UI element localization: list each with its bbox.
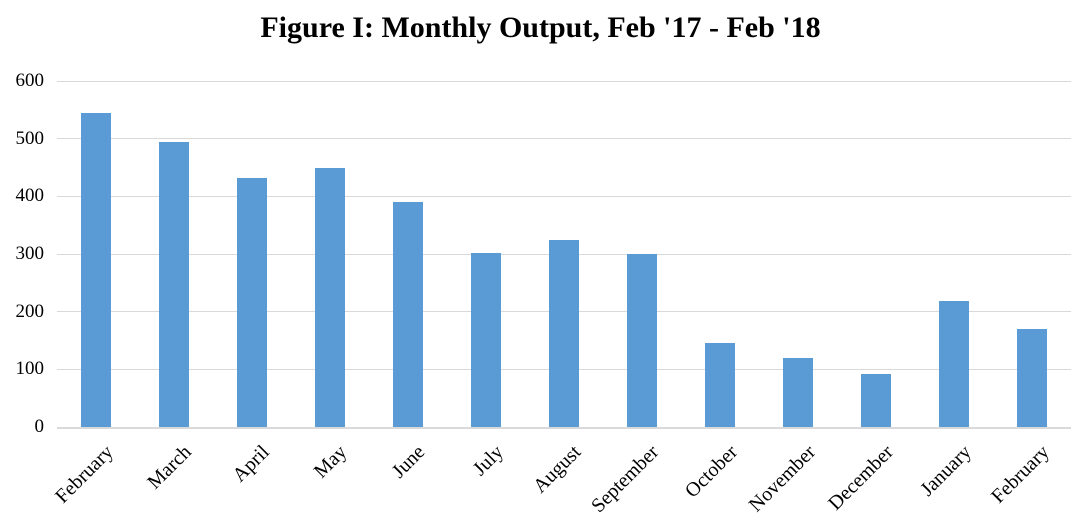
y-tick-label-200: 200 — [15, 300, 45, 322]
y-tick-label-0: 0 — [34, 416, 45, 437]
bar-november-9 — [783, 357, 813, 427]
y-tick-label-100: 100 — [15, 358, 45, 380]
x-tick-label-august-6: August — [529, 441, 586, 498]
bar-june-4 — [393, 202, 423, 427]
bar-august-6 — [549, 239, 579, 427]
x-tick-label-february-12: February — [986, 441, 1054, 508]
gridline-500 — [57, 138, 1071, 140]
y-tick-label-600: 600 — [15, 70, 45, 91]
plot-area — [57, 80, 1071, 429]
bar-february-0 — [81, 112, 111, 427]
bar-december-10 — [861, 373, 891, 427]
y-tick-label-300: 300 — [15, 243, 45, 264]
x-tick-label-june-4: June — [388, 441, 430, 483]
bar-february-12 — [1017, 328, 1047, 427]
gridline-400 — [57, 195, 1071, 197]
x-tick-label-september-7: September — [587, 441, 664, 518]
x-tick-label-october-8: October — [680, 441, 742, 503]
x-tick-label-december-10: December — [823, 441, 898, 515]
bar-march-1 — [159, 141, 189, 427]
bar-october-8 — [705, 343, 735, 427]
x-tick-label-april-2: April — [228, 441, 274, 487]
bar-january-11 — [939, 301, 969, 427]
chart-title: Figure I: Monthly Output, Feb '17 - Feb … — [260, 11, 821, 44]
bar-july-5 — [471, 252, 501, 427]
gridline-600 — [57, 80, 1071, 82]
x-tick-label-january-11: January — [916, 441, 976, 501]
bar-april-2 — [237, 177, 267, 427]
x-tick-label-november-9: November — [744, 441, 820, 517]
bar-may-3 — [315, 167, 345, 427]
bar-september-7 — [627, 254, 657, 427]
x-tick-label-february-0: February — [50, 441, 118, 508]
y-tick-label-500: 500 — [15, 127, 45, 149]
y-tick-label-400: 400 — [15, 185, 45, 207]
x-tick-label-july-5: July — [468, 441, 508, 481]
x-tick-label-may-3: May — [310, 441, 352, 483]
x-tick-label-march-1: March — [143, 441, 196, 494]
